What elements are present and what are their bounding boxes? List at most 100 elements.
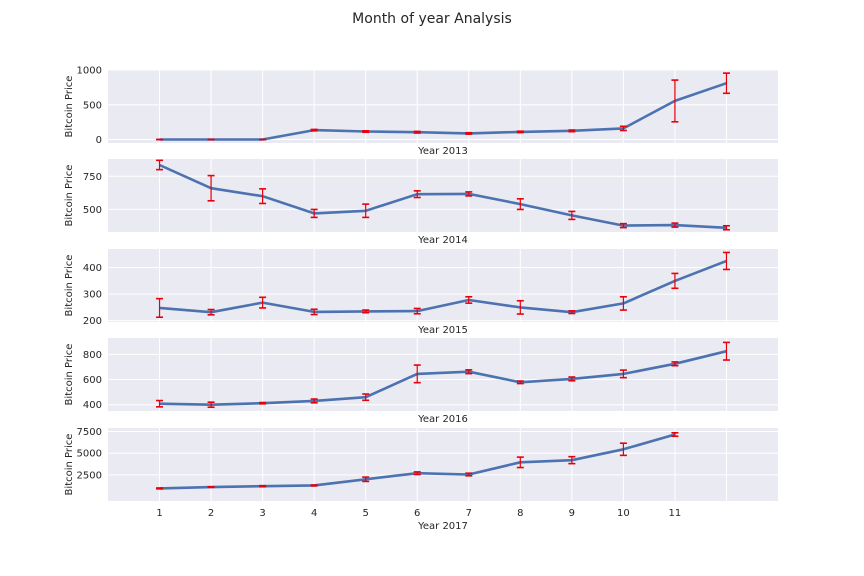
x-tick-label: 8: [517, 508, 523, 519]
error-bar: [619, 369, 627, 379]
error-bar: [413, 364, 421, 384]
x-tick-label: 11: [669, 508, 682, 519]
y-tick-label: 400: [83, 400, 102, 411]
panel-2: 500 750 Year 2014 Bitcoin Price: [64, 159, 778, 246]
error-bar: [568, 310, 576, 315]
y-tick-label: 750: [83, 172, 102, 183]
error-bar: [516, 380, 524, 385]
error-bar: [465, 131, 473, 135]
error-bar: [156, 159, 164, 171]
error-bar: [722, 72, 730, 95]
x-axis-label: Year 2015: [417, 325, 468, 336]
series-line: [159, 349, 727, 407]
error-bar: [259, 484, 267, 488]
error-bar: [671, 361, 679, 367]
panel-3: 200 300 400 Year 2015 Bitcoin Price: [64, 249, 778, 336]
y-axis-label: Bitcoin Price: [64, 344, 75, 406]
y-tick-label: 200: [83, 316, 102, 327]
error-bar: [568, 376, 576, 382]
series-line: [158, 163, 727, 230]
error-bar: [362, 203, 370, 219]
y-tick-label: 600: [83, 375, 102, 386]
panel-5: 2500 5000 7500 1 2 3 4 5 6 7 8 9 10 11 Year 2017 Bitcoi…: [64, 427, 778, 532]
error-bar: [722, 341, 730, 361]
y-tick-label: 1000: [77, 66, 102, 77]
error-bar: [310, 484, 318, 487]
series-line: [159, 259, 727, 314]
error-bar: [156, 399, 164, 408]
error-bar: [619, 295, 627, 311]
x-axis-label: Year 2017: [417, 521, 468, 532]
x-tick-label: 9: [569, 508, 575, 519]
x-tick-label: 10: [617, 508, 630, 519]
error-bar: [362, 130, 370, 134]
error-bar: [362, 309, 370, 314]
error-bar: [207, 401, 215, 409]
y-tick-label: 800: [83, 350, 102, 361]
x-tick-label: 4: [311, 508, 317, 519]
error-bar: [722, 224, 730, 231]
error-bar: [310, 208, 318, 219]
x-axis-label: Year 2013: [417, 146, 468, 157]
error-bar: [362, 393, 370, 402]
x-tick-label: 7: [466, 508, 472, 519]
error-bar: [156, 297, 164, 319]
x-tick-label: 5: [363, 508, 369, 519]
figure-title: Month of year Analysis: [352, 11, 512, 27]
y-tick-label: 2500: [77, 470, 102, 481]
error-bar: [310, 308, 318, 316]
error-bar: [516, 299, 524, 315]
panels: 0 500 1000 Year 2013 Bitcoin Price 500 750 Year…: [64, 66, 778, 532]
error-bar: [568, 129, 576, 133]
error-bar: [465, 295, 473, 304]
y-tick-label: 400: [83, 263, 102, 274]
y-tick-label: 5000: [77, 449, 102, 460]
x-tick-label: 3: [259, 508, 265, 519]
error-bar: [671, 79, 679, 123]
error-bar: [207, 174, 215, 202]
error-bar: [310, 128, 318, 132]
y-axis-label: Bitcoin Price: [64, 434, 75, 496]
plot-area: [108, 428, 778, 501]
error-bar: [568, 455, 576, 465]
error-bar: [619, 222, 627, 229]
x-tick-label: 1: [156, 508, 162, 519]
panel-4: 400 600 800 Year 2016 Bitcoin Price: [64, 338, 778, 425]
plot-area: [108, 159, 778, 232]
error-bar: [619, 442, 627, 457]
x-tick-label: 2: [208, 508, 214, 519]
error-bar: [671, 272, 679, 290]
x-axis-label: Year 2014: [417, 235, 468, 246]
y-tick-label: 300: [83, 290, 102, 301]
x-tick-label: 6: [414, 508, 420, 519]
x-axis-label: Year 2016: [417, 414, 468, 425]
error-bar: [413, 190, 421, 199]
y-axis-label: Bitcoin Price: [64, 165, 75, 227]
error-bar: [722, 251, 730, 271]
error-bar: [259, 296, 267, 309]
error-bar: [516, 456, 524, 469]
error-bar: [465, 191, 473, 197]
error-bar: [413, 471, 421, 476]
y-tick-label: 500: [83, 205, 102, 216]
error-bar: [259, 401, 267, 405]
y-tick-label: 500: [83, 100, 102, 111]
plot-area: [108, 338, 778, 411]
error-bar: [671, 431, 679, 438]
error-bar: [465, 369, 473, 375]
error-bar: [156, 487, 164, 490]
y-axis-label: Bitcoin Price: [64, 255, 75, 317]
error-bar: [310, 398, 318, 404]
error-bar: [413, 130, 421, 134]
panel-1: 0 500 1000 Year 2013 Bitcoin Price: [64, 66, 778, 157]
error-bar: [619, 125, 627, 132]
error-bar: [568, 210, 576, 221]
error-bar: [465, 472, 473, 477]
error-bar: [671, 222, 679, 228]
error-bar: [413, 307, 421, 315]
error-bar: [259, 188, 267, 205]
error-bar: [362, 476, 370, 483]
y-tick-label: 0: [96, 135, 102, 146]
error-bar: [516, 198, 524, 211]
